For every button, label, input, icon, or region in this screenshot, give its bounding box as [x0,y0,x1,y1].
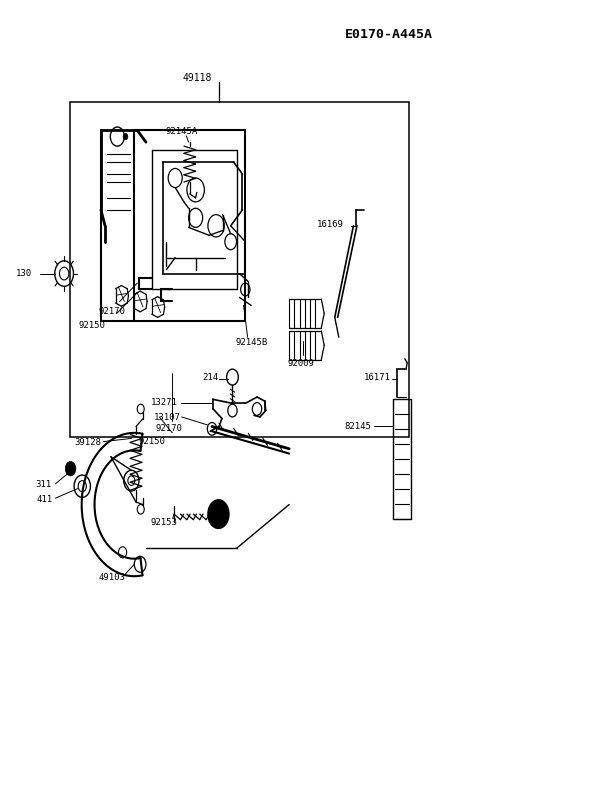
Text: 92009: 92009 [288,359,315,368]
Text: 13107: 13107 [153,413,181,422]
Text: 92145A: 92145A [165,128,198,136]
Text: 311: 311 [35,480,51,489]
Circle shape [65,461,76,476]
Text: 411: 411 [36,496,53,504]
Text: 92150: 92150 [78,321,106,330]
Text: 92150: 92150 [139,437,165,446]
Text: 130: 130 [16,269,32,278]
Circle shape [123,133,128,140]
Text: 92153: 92153 [150,517,177,527]
Circle shape [208,500,229,529]
Bar [70,103,409,437]
Text: 92170: 92170 [156,423,183,432]
Text: 16169: 16169 [317,220,344,229]
Text: ReplacementParts.com: ReplacementParts.com [243,388,347,398]
Text: 92145B: 92145B [235,338,268,347]
Text: 49118: 49118 [183,74,212,83]
Text: 214: 214 [202,373,219,382]
Text: 82145: 82145 [345,422,372,431]
Text: 13271: 13271 [150,398,178,407]
Text: E0170-A445A: E0170-A445A [345,28,432,41]
Text: 49103: 49103 [98,573,125,582]
Text: 16171: 16171 [364,373,391,382]
Text: 92170: 92170 [98,306,125,315]
Text: 39128: 39128 [74,438,101,447]
